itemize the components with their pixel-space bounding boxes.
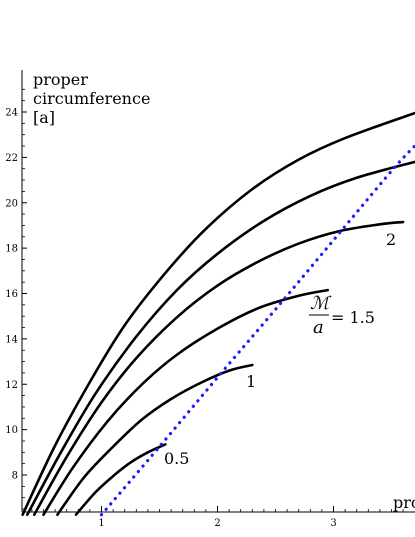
y-tick-label-10: 10 — [5, 425, 18, 436]
series-line-3 — [42, 288, 329, 516]
y-axis-title-line-2: circumference — [33, 89, 150, 108]
series-line-4 — [32, 220, 405, 516]
x-tick-label-2: 2 — [214, 518, 220, 529]
curve-label-ratio-value: = 1.5 — [331, 308, 375, 327]
curve-label-ratio-denominator: a — [313, 317, 324, 338]
y-axis-title-line-3: [a] — [33, 108, 55, 127]
y-axis-title-line-1: proper — [33, 70, 88, 89]
x-tick-label-3: 3 — [330, 518, 336, 529]
curve-label-ratio-numerator: ℳ — [310, 293, 332, 314]
series-layer — [21, 111, 415, 517]
y-tick-label-16: 16 — [5, 289, 18, 300]
series-line-1 — [74, 443, 167, 516]
y-tick-label-12: 12 — [5, 380, 18, 391]
curve-label-1: 1 — [246, 372, 256, 391]
y-tick-label-18: 18 — [5, 244, 18, 255]
axes — [21, 70, 415, 513]
y-tick-label-8: 8 — [12, 471, 18, 482]
y-tick-label-20: 20 — [5, 198, 18, 209]
y-tick-label-24: 24 — [5, 108, 18, 119]
y-tick-label-22: 22 — [5, 153, 18, 164]
y-tick-label-14: 14 — [5, 334, 18, 345]
series-line-2 — [56, 363, 254, 516]
series-line-dotted — [99, 144, 415, 517]
curve-label-0-5: 0.5 — [164, 449, 189, 468]
curve-label-2: 2 — [386, 230, 396, 249]
x-axis-title: pro — [393, 493, 415, 512]
x-tick-label-1: 1 — [98, 518, 104, 529]
series-line-6 — [21, 111, 415, 516]
series-line-5 — [25, 160, 415, 516]
